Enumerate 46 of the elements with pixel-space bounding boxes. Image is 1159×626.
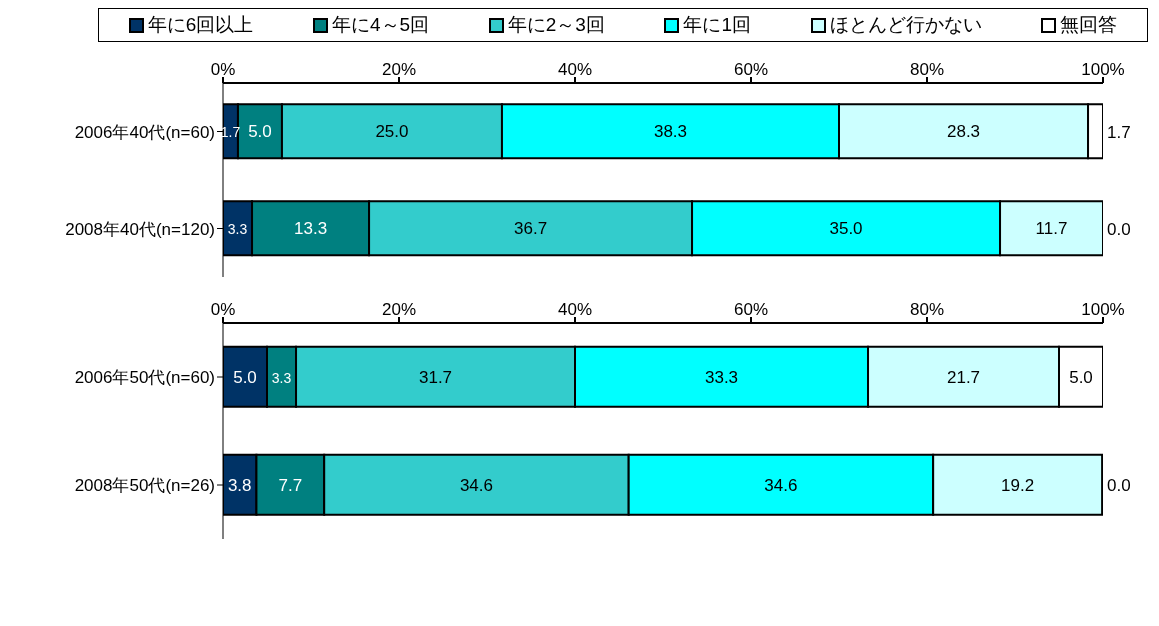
x-tick-label: 20% <box>381 300 417 319</box>
data-label: 3.3 <box>271 369 292 386</box>
data-label: 34.6 <box>459 475 493 495</box>
data-label: 36.7 <box>514 219 548 239</box>
x-tick-label: 40% <box>557 60 593 79</box>
x-tick-label: 80% <box>909 300 945 319</box>
x-tick-label: 80% <box>909 60 945 79</box>
x-tick-label: 60% <box>733 300 769 319</box>
data-label: 1.7 <box>220 124 241 141</box>
data-label: 3.8 <box>227 475 252 495</box>
legend-label: 年に1回 <box>682 13 752 37</box>
data-label: 25.0 <box>375 122 409 142</box>
legend-label: 年に4～5回 <box>330 13 430 37</box>
y-tick-label: 2006年40代(n=60) <box>74 122 215 142</box>
legend-label: ほとんど行かない <box>828 13 982 37</box>
data-label: 0.0 <box>1107 476 1131 495</box>
legend-label: 年に6回以上 <box>146 13 254 37</box>
data-label: 19.2 <box>1001 475 1035 495</box>
data-label: 35.0 <box>829 219 863 239</box>
x-tick-label: 0% <box>210 300 236 319</box>
data-label: 11.7 <box>1035 219 1068 239</box>
legend-label: 無回答 <box>1059 13 1118 37</box>
y-tick-label: 2008年40代(n=120) <box>65 219 215 239</box>
x-tick-label: 40% <box>557 300 593 319</box>
data-label: 21.7 <box>946 367 981 387</box>
data-label: 7.7 <box>278 475 303 495</box>
y-tick-label: 2008年50代(n=26) <box>74 476 215 496</box>
data-label: 3.3 <box>227 221 248 238</box>
data-label: 0.0 <box>1107 219 1131 239</box>
data-label: 13.3 <box>294 219 328 239</box>
x-tick-label: 0% <box>210 60 236 79</box>
data-label: 28.3 <box>946 122 981 142</box>
x-tick-label: 60% <box>733 60 769 79</box>
legend-label: 年に2～3回 <box>506 13 605 37</box>
data-label: 31.7 <box>418 367 453 387</box>
x-tick-label: 20% <box>381 60 417 79</box>
data-label: 5.0 <box>248 122 272 142</box>
data-label: 5.0 <box>233 367 257 387</box>
data-label: 33.3 <box>704 367 739 387</box>
data-label: 1.7 <box>1107 122 1131 142</box>
data-label: 34.6 <box>764 475 798 495</box>
y-tick-label: 2006年50代(n=60) <box>74 368 215 388</box>
data-label: 38.3 <box>653 122 688 142</box>
data-label: 5.0 <box>1069 367 1093 387</box>
x-tick-label: 100% <box>1081 60 1125 79</box>
x-tick-label: 100% <box>1081 300 1125 319</box>
